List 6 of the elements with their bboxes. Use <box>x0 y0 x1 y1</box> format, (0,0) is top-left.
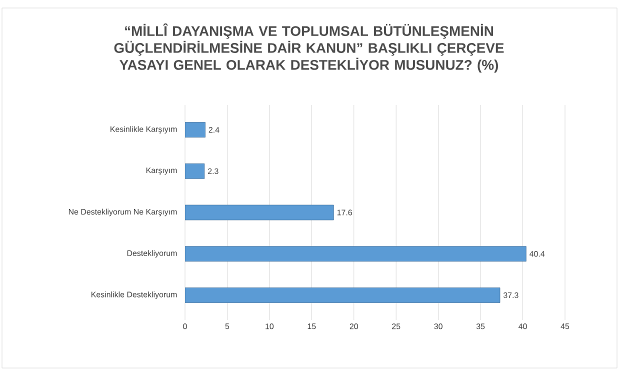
bar <box>185 163 205 179</box>
bar <box>185 287 500 303</box>
bar <box>185 204 334 220</box>
bar <box>185 122 206 138</box>
chart-title: “MİLLÎ DAYANIŞMA VE TOPLUMSAL BÜTÜNLEŞMENİN GÜÇLENDİRİLMESİNE DAİR KANUN” BAŞLIKLI ÇERÇEVE YASAYI GENEL OLARAK DESTEKLİYOR MUSUNUZ? (%) <box>114 23 504 73</box>
bar <box>185 246 526 262</box>
